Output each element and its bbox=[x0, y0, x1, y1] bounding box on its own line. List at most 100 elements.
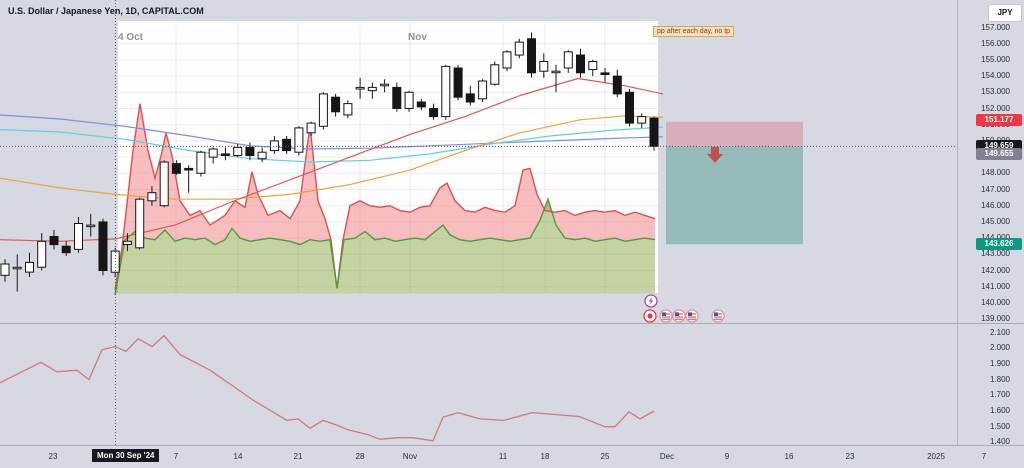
down-arrow-icon[interactable] bbox=[707, 147, 723, 163]
candle[interactable] bbox=[208, 147, 218, 164]
price-axis-label: 144.000 bbox=[958, 233, 1010, 243]
candle[interactable] bbox=[269, 136, 279, 154]
us-flag-event-icon[interactable] bbox=[659, 309, 673, 323]
candle[interactable] bbox=[86, 213, 96, 237]
candle[interactable] bbox=[625, 89, 634, 127]
ma-line-red bbox=[0, 77, 664, 242]
candle[interactable] bbox=[453, 64, 463, 101]
candle[interactable] bbox=[612, 69, 622, 98]
candle[interactable] bbox=[404, 90, 414, 112]
time-axis-label: 16 bbox=[784, 452, 794, 461]
short-reward-zone[interactable] bbox=[666, 146, 803, 245]
band-red-line bbox=[114, 103, 656, 291]
time-axis-label: 2025 bbox=[927, 452, 945, 461]
candle[interactable] bbox=[257, 147, 267, 162]
candle[interactable] bbox=[135, 197, 145, 250]
candle[interactable] bbox=[171, 160, 181, 175]
candle[interactable] bbox=[343, 100, 353, 119]
indicator-axis-label: 1.400 bbox=[989, 437, 1010, 447]
time-axis-label: 25 bbox=[600, 452, 610, 461]
candle[interactable] bbox=[49, 230, 59, 250]
indicator-axis-label: 1.600 bbox=[989, 406, 1010, 415]
candle[interactable] bbox=[37, 233, 47, 271]
ma-line-orange bbox=[0, 115, 664, 200]
sticky-note[interactable]: pp after each day, no tp bbox=[653, 26, 735, 37]
candle[interactable] bbox=[122, 233, 132, 252]
candle[interactable] bbox=[220, 147, 230, 161]
candle[interactable] bbox=[392, 82, 402, 112]
candle[interactable] bbox=[490, 61, 500, 86]
candle[interactable] bbox=[563, 50, 573, 73]
candle[interactable] bbox=[245, 142, 255, 161]
time-axis-label: 7 bbox=[173, 452, 179, 461]
band-green-line bbox=[114, 197, 656, 295]
candle[interactable] bbox=[12, 254, 22, 292]
time-axis-label: 23 bbox=[845, 452, 855, 461]
time-axis-label: 23 bbox=[48, 452, 58, 461]
record-dot-event-icon[interactable] bbox=[643, 309, 657, 323]
candle[interactable] bbox=[637, 113, 647, 128]
price-axis-label: 141.000 bbox=[981, 281, 1010, 291]
candle[interactable] bbox=[196, 150, 206, 177]
candle[interactable] bbox=[429, 103, 439, 120]
candle[interactable] bbox=[502, 50, 512, 72]
candle[interactable] bbox=[514, 38, 524, 59]
us-flag-event-icon[interactable] bbox=[672, 309, 686, 323]
crosshair-date-tag: Mon 30 Sep '24 bbox=[92, 449, 160, 462]
candle[interactable] bbox=[600, 68, 610, 83]
us-flag-event-icon[interactable] bbox=[711, 309, 725, 323]
currency-toggle-button[interactable]: JPY bbox=[988, 4, 1022, 22]
candle[interactable] bbox=[478, 79, 488, 102]
candle[interactable] bbox=[649, 116, 659, 151]
candle[interactable] bbox=[367, 82, 377, 99]
candle[interactable] bbox=[159, 160, 169, 208]
time-axis-label: 11 bbox=[498, 452, 508, 461]
candle[interactable] bbox=[588, 59, 598, 77]
time-axis-label: 14 bbox=[233, 452, 243, 461]
price-axis-label: 145.000 bbox=[981, 216, 1010, 226]
short-risk-zone[interactable] bbox=[666, 121, 803, 147]
time-axis-label: 21 bbox=[293, 452, 303, 461]
time-axis-label: 9 bbox=[724, 452, 730, 461]
candle[interactable] bbox=[551, 64, 561, 93]
candle[interactable] bbox=[282, 136, 292, 154]
candle[interactable] bbox=[355, 77, 365, 99]
time-axis-label: Nov bbox=[402, 452, 418, 461]
candle[interactable] bbox=[576, 48, 585, 78]
indicator-axis-label: 2.000 bbox=[989, 343, 1010, 353]
candle[interactable] bbox=[0, 259, 10, 282]
candle[interactable] bbox=[306, 121, 316, 137]
price-axis-label: 148.000 bbox=[981, 168, 1010, 178]
price-axis-label: 153.000 bbox=[981, 87, 1010, 97]
indicator-axis-label: 2.100 bbox=[989, 327, 1010, 337]
period-label-oct: 4 Oct bbox=[118, 32, 144, 43]
candle[interactable] bbox=[294, 126, 304, 156]
price-axis-label: 147.000 bbox=[981, 184, 1010, 194]
candle[interactable] bbox=[539, 53, 549, 78]
indicator-axis-label: 1.500 bbox=[989, 421, 1010, 431]
candle[interactable] bbox=[331, 93, 341, 117]
price-axis-label: 155.000 bbox=[981, 54, 1010, 64]
price-tag: 149.655 bbox=[976, 148, 1022, 160]
candle[interactable] bbox=[441, 64, 451, 120]
price-axis-label: 143.000 bbox=[981, 249, 1010, 259]
candle[interactable] bbox=[380, 79, 390, 93]
candle[interactable] bbox=[98, 218, 108, 276]
candle[interactable] bbox=[318, 92, 328, 130]
candle[interactable] bbox=[74, 217, 83, 253]
candle[interactable] bbox=[465, 85, 475, 106]
us-flag-event-icon[interactable] bbox=[685, 309, 699, 323]
indicator-axis-label: 1.700 bbox=[989, 390, 1010, 400]
price-axis-label: 152.000 bbox=[981, 103, 1010, 113]
candle[interactable] bbox=[25, 252, 34, 277]
lightning-event-icon[interactable] bbox=[644, 294, 658, 308]
symbol-title: U.S. Dollar / Japanese Yen, 1D, CAPITAL.… bbox=[8, 6, 204, 16]
candle[interactable] bbox=[416, 98, 426, 111]
period-label-nov: Nov bbox=[408, 32, 427, 43]
candle[interactable] bbox=[147, 186, 157, 206]
candle[interactable] bbox=[184, 165, 194, 193]
time-axis-label: 18 bbox=[540, 452, 550, 461]
candle[interactable] bbox=[527, 32, 536, 78]
candle[interactable] bbox=[61, 241, 71, 256]
